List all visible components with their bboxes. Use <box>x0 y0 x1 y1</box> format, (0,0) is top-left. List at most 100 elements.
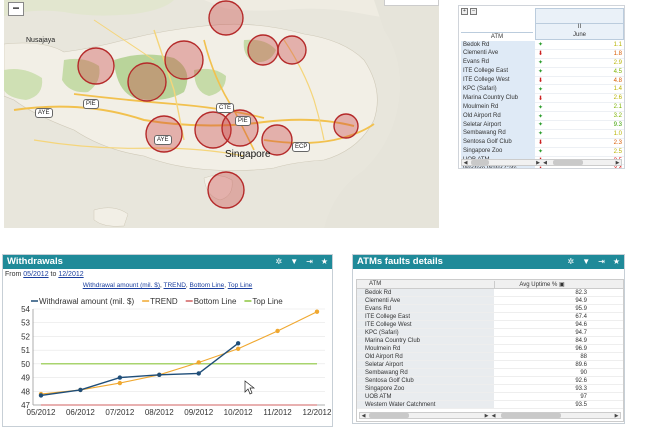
scroll-right-icon-2[interactable]: ▶ <box>615 160 620 166</box>
export-icon[interactable]: ⇥ <box>306 257 313 266</box>
settings-icon[interactable]: ✲ <box>567 257 575 266</box>
faults-col-atm[interactable]: ATM <box>369 281 382 287</box>
withdrawals-panel: Withdrawals ✲ ▼ ⇥ ★ From 05/2012 to 12/2… <box>2 254 333 427</box>
arrow-up-icon: ✦ <box>538 104 544 111</box>
filter-icon[interactable]: ▼ <box>290 257 299 266</box>
fault-atm-name: Sembawang Rd <box>357 369 494 376</box>
atm-name: ITE College West <box>461 76 535 85</box>
atm-column-header: ATM <box>461 32 533 40</box>
fault-atm-name: Old Airport Rd <box>357 353 494 360</box>
filter-icon[interactable]: ▼ <box>582 257 591 266</box>
expand-icon[interactable]: + <box>461 8 468 15</box>
table-row[interactable]: Sembawang Rd 90 <box>357 369 623 377</box>
link-top-line[interactable]: Top Line <box>227 282 253 289</box>
table-row[interactable]: Singapore Zoo 93.3 <box>357 385 623 393</box>
atm-row[interactable]: Moulmein Rd ✦ 2.1 <box>461 102 624 113</box>
faults-scrollbar[interactable]: ◀ ▶ ◀ ▶ <box>359 412 621 419</box>
faults-table-header: ATM Avg Uptime % ▣ <box>357 280 623 289</box>
link-trend[interactable]: TREND <box>163 282 186 289</box>
fault-atm-name: Bedok Rd <box>357 289 494 296</box>
month-label: June <box>572 32 586 38</box>
x-tick-label: 05/2012 <box>27 408 56 417</box>
atm-row[interactable]: ITE College West ⬇ 4.8 <box>461 76 624 86</box>
scroll-left-icon-2[interactable]: ◀ <box>491 413 496 419</box>
table-row[interactable]: Marina Country Club 84.9 <box>357 337 623 345</box>
series-line-1 <box>40 311 318 395</box>
fault-uptime-value: 90 <box>580 370 587 376</box>
favorite-icon[interactable]: ★ <box>612 257 620 266</box>
table-row[interactable]: ITE College West 94.6 <box>357 321 623 329</box>
scroll-right-icon[interactable]: ▶ <box>536 160 540 166</box>
fault-atm-name: Evans Rd <box>357 305 494 312</box>
data-point <box>235 341 241 346</box>
table-row[interactable]: Bedok Rd 82.3 <box>357 289 623 297</box>
table-row[interactable]: Sentosa Golf Club 92.6 <box>357 377 623 385</box>
arrow-up-icon: ✦ <box>538 60 544 67</box>
atm-row[interactable]: Western Water Catc⬇3.4 <box>461 164 624 168</box>
table-row[interactable]: KPC (Safari) 94.7 <box>357 329 623 337</box>
atm-row[interactable]: ITE College East ✦ 4.5 <box>461 67 624 77</box>
export-icon[interactable]: ⇥ <box>598 257 605 266</box>
withdrawals-title: Withdrawals <box>7 256 63 267</box>
atm-row[interactable]: Marina Country Club ⬇ 2.6 <box>461 93 624 104</box>
atm-value: 2.3 <box>613 139 622 146</box>
table-row[interactable]: Evans Rd 95.9 <box>357 305 623 313</box>
atm-row[interactable]: Singapore Zoo ✦ 2.5 <box>461 147 624 157</box>
scroll-left-icon[interactable]: ◀ <box>463 160 468 166</box>
atm-name: Evans Rd <box>461 58 535 68</box>
table-row[interactable]: ITE College East 67.4 <box>357 313 623 321</box>
withdrawals-chart[interactable]: Withdrawal amount (mil. $) TREND Bottom Li… <box>3 293 334 428</box>
faults-title: ATMs faults details <box>357 256 443 267</box>
x-tick-label: 08/2012 <box>145 408 174 417</box>
faults-col-uptime[interactable]: Avg Uptime % ▣ <box>494 280 589 288</box>
scroll-right-icon[interactable]: ▶ <box>484 413 489 419</box>
atm-row[interactable]: Bedok Rd ✦ 1.1 <box>461 40 624 50</box>
fault-uptime-value: 94.7 <box>575 330 587 336</box>
fault-uptime-value: 96.9 <box>575 346 587 352</box>
atm-value: 2.1 <box>613 104 622 111</box>
collapse-icon[interactable]: – <box>470 8 477 15</box>
atm-name: Marina Country Club <box>461 93 535 103</box>
to-date-link[interactable]: 12/2012 <box>58 271 84 278</box>
atm-table-scrollbar[interactable]: ◀ ▶ ◀ ▶ <box>461 159 622 166</box>
scroll-left-icon-2[interactable]: ◀ <box>543 160 547 166</box>
fault-atm-name: Marina Country Club <box>357 337 494 344</box>
map-label-pie-east: PIE <box>235 116 251 126</box>
link-withdrawal-amount[interactable]: Withdrawal amount (mil. $) <box>82 282 161 289</box>
from-date-link[interactable]: 05/2012 <box>23 271 49 278</box>
table-row[interactable]: UOB ATM 97 <box>357 393 623 401</box>
scroll-right-icon-2[interactable]: ▶ <box>614 413 619 419</box>
data-point <box>38 393 44 398</box>
date-range: From 05/2012 to 12/2012 <box>3 269 332 280</box>
atm-row[interactable]: Evans Rd ✦ 2.9 <box>461 58 624 68</box>
atm-row[interactable]: Clementi Ave ⬇ 1.8 <box>461 49 624 59</box>
to-word: to <box>48 271 59 278</box>
atm-row[interactable]: Seletar Airport ✦ 9.3 <box>461 120 624 130</box>
period-header: II June <box>535 8 624 40</box>
atm-row[interactable]: Old Airport Rd ✦ 3.2 <box>461 111 624 122</box>
atm-row[interactable]: KPC (Safari) ✦ 1.4 <box>461 84 624 95</box>
data-point <box>78 387 83 393</box>
map-canvas[interactable] <box>4 0 439 228</box>
table-row[interactable]: Old Airport Rd 88 <box>357 353 623 361</box>
table-row[interactable]: Moulmein Rd 96.9 <box>357 345 623 353</box>
map-zoom-out-button[interactable]: − <box>8 2 24 16</box>
atm-faults-panel: ATMs faults details ✲ ▼ ⇥ ★ ATM Avg Upti… <box>352 254 625 424</box>
atm-name: Moulmein Rd <box>461 102 535 112</box>
table-row[interactable]: Seletar Airport 89.6 <box>357 361 623 369</box>
faults-title-bar: ATMs faults details ✲ ▼ ⇥ ★ <box>353 255 624 269</box>
atm-value: 1.8 <box>613 50 622 57</box>
table-row[interactable]: Clementi Ave 94.9 <box>357 297 623 305</box>
atm-row[interactable]: Sembawang Rd ✦ 1.0 <box>461 129 624 139</box>
table-row[interactable]: Western Water Catchment 93.5 <box>357 401 623 409</box>
favorite-icon[interactable]: ★ <box>320 257 328 266</box>
arrow-down-icon: ⬇ <box>538 166 544 168</box>
arrow-down-icon: ⬇ <box>538 140 544 147</box>
settings-icon[interactable]: ✲ <box>275 257 283 266</box>
atm-name: Singapore Zoo <box>461 147 535 157</box>
atm-map[interactable]: − Nusajaya Singapore AYE PIE PIE AYE ECP… <box>4 0 439 228</box>
sort-icon[interactable]: ▣ <box>558 281 565 288</box>
atm-row[interactable]: Sentosa Golf Club ⬇ 2.3 <box>461 138 624 148</box>
scroll-left-icon[interactable]: ◀ <box>361 413 366 419</box>
link-bottom-line[interactable]: Bottom Line <box>189 282 225 289</box>
